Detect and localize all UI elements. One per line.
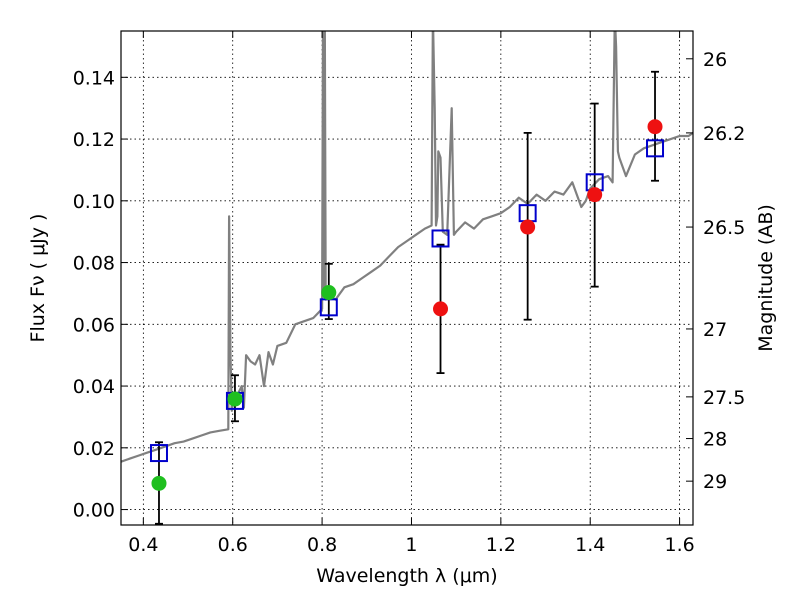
- observed-flux-point: [151, 475, 167, 491]
- plot-frame: [120, 30, 694, 526]
- y-tick-label: 0.10: [73, 191, 115, 213]
- y-tick-label: 0.04: [73, 376, 115, 398]
- y-tick-label: 0.00: [73, 500, 115, 522]
- model-photometry-square: [149, 444, 168, 463]
- x-tick-label: 1.2: [486, 534, 516, 556]
- observed-flux-point: [587, 187, 603, 203]
- y-axis-label: Flux Fν ( μJy ): [27, 214, 49, 343]
- y2-tick-label: 26.2: [703, 123, 745, 145]
- plot-area: [121, 31, 693, 525]
- y-tick-label: 0.14: [73, 67, 115, 89]
- ticks: 0.4 0.6 0.8 1 1.2 1.4 1.6 0.00 0.02 0.04 0.06 0.08 0…: [73, 31, 745, 556]
- model-photometry-square: [646, 139, 665, 158]
- y2-tick-label: 29: [703, 471, 727, 493]
- y2-tick-label: 28: [703, 429, 727, 451]
- x-axis-label: Wavelength λ (μm): [316, 565, 497, 587]
- x-tick-label: 0.6: [218, 534, 248, 556]
- x-tick-label: 0.8: [307, 534, 337, 556]
- x-tick-label: 0.4: [128, 534, 158, 556]
- y2-tick-label: 27.5: [703, 387, 745, 409]
- y2-tick-label: 26: [703, 49, 727, 71]
- observed-flux-point: [647, 119, 663, 135]
- observed-flux-point: [520, 219, 536, 235]
- x-tick-label: 1.6: [664, 534, 694, 556]
- y-tick-label: 0.12: [73, 129, 115, 151]
- model-photometry-square: [431, 229, 450, 248]
- y2-tick-label: 26.5: [703, 217, 745, 239]
- y2-tick-label: 27: [703, 319, 727, 341]
- model-spectrum-line: [121, 31, 693, 463]
- y-tick-label: 0.08: [73, 253, 115, 275]
- observed-flux-point: [321, 285, 337, 301]
- grid: [121, 31, 693, 525]
- x-tick-label: 1: [405, 534, 417, 556]
- x-tick-label: 1.4: [575, 534, 605, 556]
- observed-flux-point: [227, 391, 243, 407]
- y-tick-label: 0.02: [73, 438, 115, 460]
- observed-flux-point: [433, 301, 449, 317]
- y-tick-label: 0.06: [73, 314, 115, 336]
- y2-axis-label: Magnitude (AB): [755, 204, 777, 352]
